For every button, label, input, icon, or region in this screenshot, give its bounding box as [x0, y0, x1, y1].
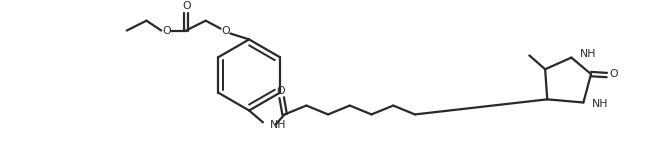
Text: NH: NH: [270, 120, 286, 130]
Text: O: O: [183, 1, 191, 11]
Text: O: O: [221, 26, 229, 36]
Text: NH: NH: [580, 49, 597, 59]
Text: NH: NH: [592, 100, 609, 110]
Text: O: O: [162, 26, 171, 36]
Text: O: O: [610, 69, 618, 79]
Text: O: O: [276, 86, 285, 96]
